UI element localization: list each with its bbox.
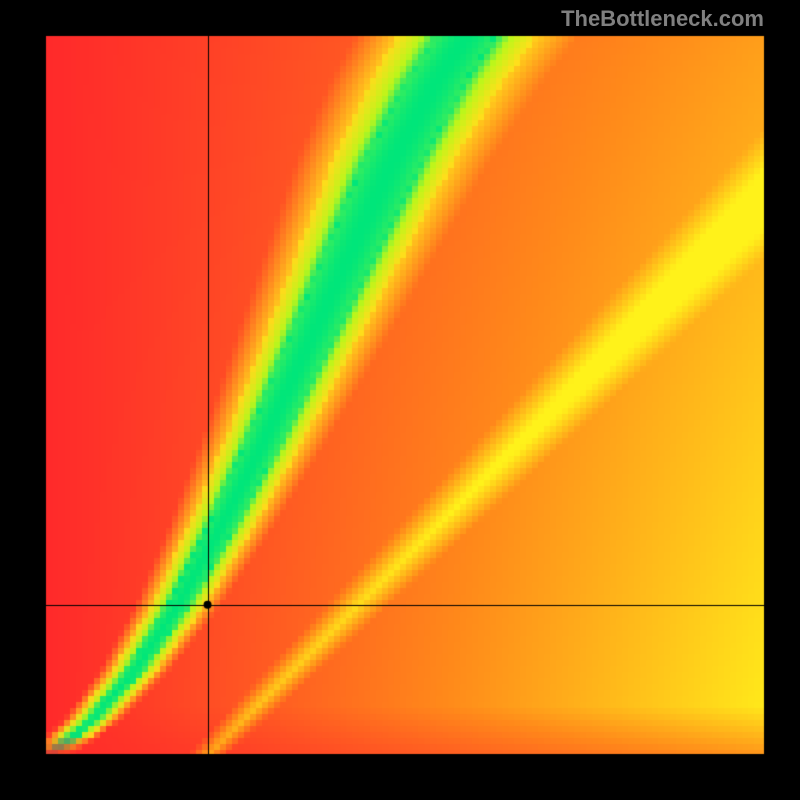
watermark-text: TheBottleneck.com [561, 6, 764, 32]
bottleneck-heatmap [0, 0, 800, 800]
